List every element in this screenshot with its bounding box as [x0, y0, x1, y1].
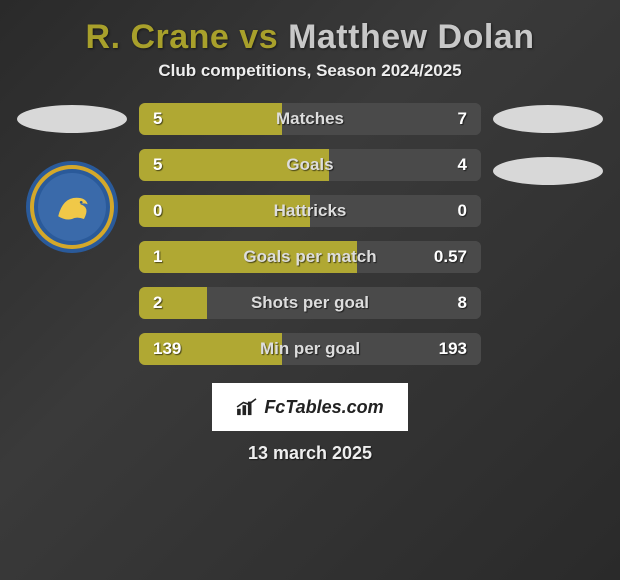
player2-photo-placeholder — [493, 105, 603, 133]
page-title: R. Crane vs Matthew Dolan — [0, 18, 620, 57]
stat-row: 1Goals per match0.57 — [139, 241, 481, 273]
stats-column: 5Matches75Goals40Hattricks01Goals per ma… — [139, 103, 481, 365]
stat-value-left: 5 — [139, 149, 199, 181]
stat-row: 5Goals4 — [139, 149, 481, 181]
stat-value-right: 0 — [421, 195, 481, 227]
stat-value-right: 4 — [421, 149, 481, 181]
bird-icon — [49, 184, 95, 230]
player1-name: R. Crane — [86, 18, 230, 56]
branding-box: FcTables.com — [212, 383, 408, 431]
stat-row: 2Shots per goal8 — [139, 287, 481, 319]
right-column — [493, 103, 603, 185]
comparison-card: R. Crane vs Matthew Dolan Club competiti… — [0, 0, 620, 580]
left-column — [17, 103, 127, 249]
player1-club-badge — [30, 165, 114, 249]
stat-label: Matches — [199, 103, 421, 135]
stat-value-right: 0.57 — [421, 241, 481, 273]
stat-value-left: 5 — [139, 103, 199, 135]
player2-club-badge-placeholder — [493, 157, 603, 185]
stat-value-right: 8 — [421, 287, 481, 319]
stat-label: Shots per goal — [199, 287, 421, 319]
stat-value-right: 193 — [421, 333, 481, 365]
subtitle: Club competitions, Season 2024/2025 — [0, 61, 620, 81]
stat-label: Goals per match — [199, 241, 421, 273]
stat-row: 0Hattricks0 — [139, 195, 481, 227]
stat-value-left: 139 — [139, 333, 199, 365]
branding-text: FcTables.com — [264, 397, 383, 418]
player1-photo-placeholder — [17, 105, 127, 133]
stat-value-right: 7 — [421, 103, 481, 135]
vs-label: vs — [239, 18, 278, 56]
stat-value-left: 0 — [139, 195, 199, 227]
stat-row: 5Matches7 — [139, 103, 481, 135]
stat-value-left: 2 — [139, 287, 199, 319]
stat-value-left: 1 — [139, 241, 199, 273]
stat-label: Min per goal — [199, 333, 421, 365]
stat-label: Goals — [199, 149, 421, 181]
player2-name: Matthew Dolan — [288, 18, 534, 56]
main-area: 5Matches75Goals40Hattricks01Goals per ma… — [0, 103, 620, 365]
chart-icon — [236, 398, 258, 416]
stat-label: Hattricks — [199, 195, 421, 227]
stat-row: 139Min per goal193 — [139, 333, 481, 365]
date-text: 13 march 2025 — [0, 443, 620, 464]
